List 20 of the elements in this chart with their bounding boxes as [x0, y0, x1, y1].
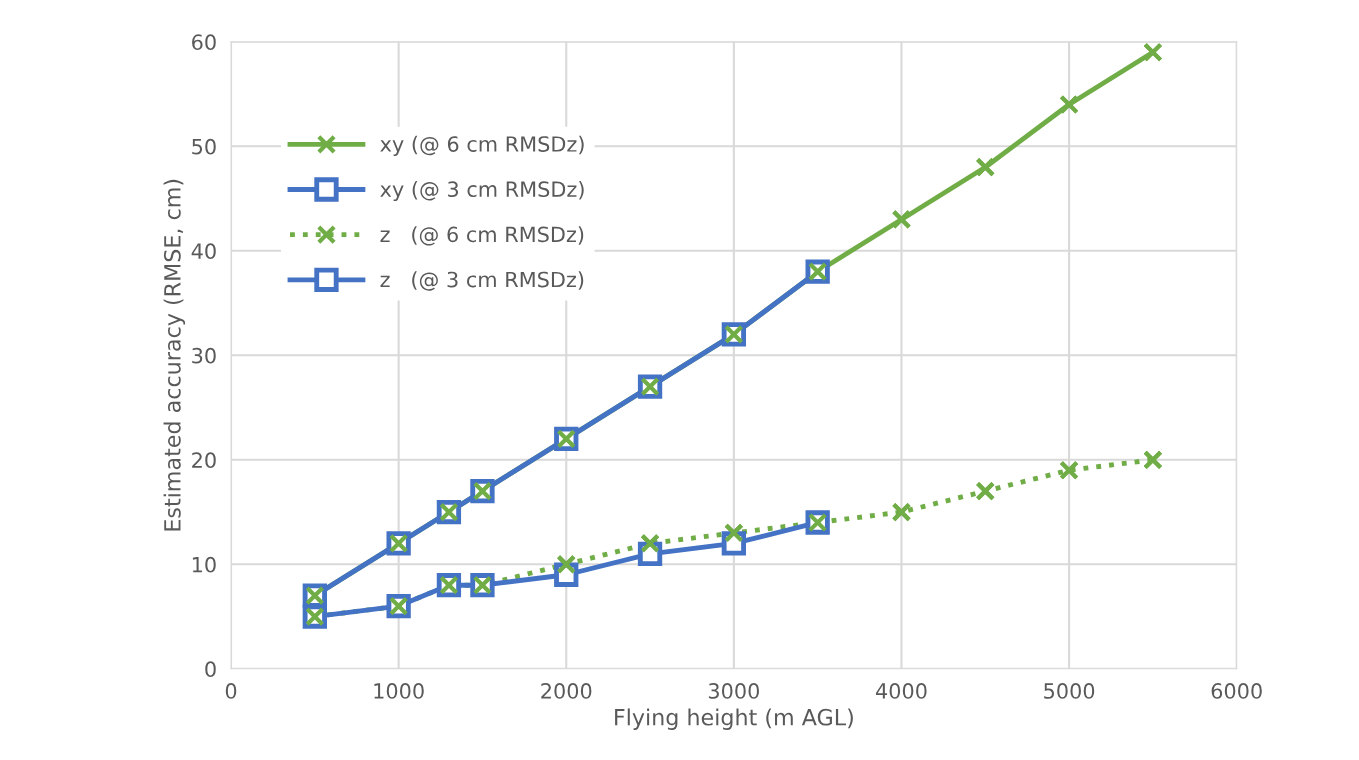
x-tick-label: 1000 — [374, 683, 424, 699]
y-tick-label: 20 — [192, 452, 216, 469]
x-tick-label: 0 — [225, 683, 237, 699]
y-axis-title: Estimated accuracy (RMSE, cm) — [163, 179, 186, 531]
legend-label: z (@ 3 cm RMSDz) — [380, 271, 584, 291]
y-tick-label: 30 — [192, 347, 216, 364]
x-tick-label: 6000 — [1211, 683, 1262, 699]
legend-label: xy (@ 3 cm RMSDz) — [380, 180, 584, 202]
y-tick-label: 60 — [192, 34, 216, 51]
x-tick-label: 4000 — [875, 683, 927, 699]
x-tick-label: 2000 — [541, 683, 592, 699]
y-tick-label: 0 — [205, 661, 216, 678]
legend-label: xy (@ 6 cm RMSDz) — [380, 135, 584, 156]
y-tick-label: 40 — [191, 243, 216, 260]
y-tick-label: 50 — [192, 138, 216, 155]
legend-label: z (@ 6 cm RMSDz) — [380, 226, 584, 246]
x-tick-label: 3000 — [708, 683, 759, 699]
x-tick-label: 5000 — [1044, 683, 1095, 699]
y-tick-label: 10 — [192, 556, 216, 573]
x-axis-title: Flying height (m AGL) — [615, 708, 853, 730]
